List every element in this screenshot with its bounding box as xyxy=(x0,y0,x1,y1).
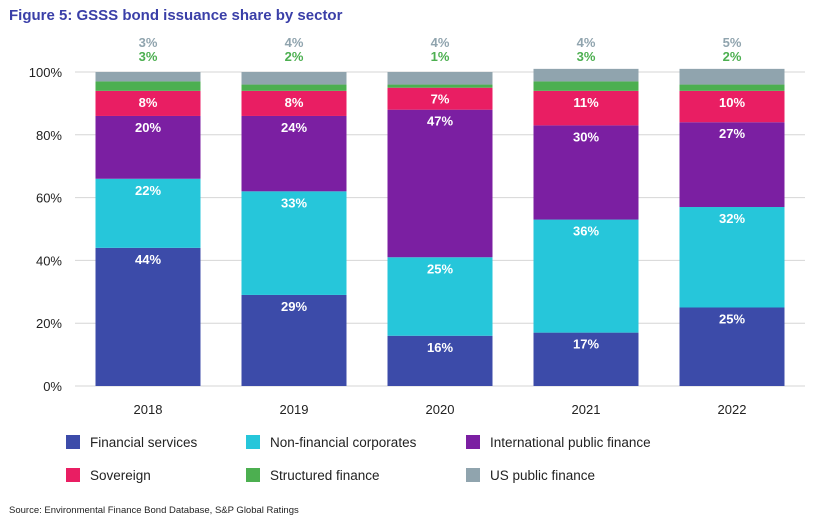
legend-item: US public finance xyxy=(466,466,766,484)
data-label: 24% xyxy=(281,120,307,135)
bar-segment xyxy=(387,87,493,110)
data-label: 20% xyxy=(135,120,161,135)
bar-segment xyxy=(533,90,639,126)
y-tick-label: 60% xyxy=(36,191,62,206)
data-label: 25% xyxy=(427,261,453,276)
data-label: 25% xyxy=(719,312,745,327)
legend-label: International public finance xyxy=(490,434,651,450)
data-label: 8% xyxy=(139,95,158,110)
bar-segment xyxy=(533,332,639,386)
y-tick-label: 80% xyxy=(36,128,62,143)
bar-segment xyxy=(387,335,493,386)
bar-segment xyxy=(241,72,347,85)
data-label: 3% xyxy=(139,49,158,64)
legend-swatch xyxy=(66,468,80,482)
bar-segment xyxy=(95,90,201,116)
bar-segment xyxy=(387,109,493,258)
bar-segment xyxy=(533,219,639,333)
bar-segment xyxy=(241,90,347,116)
legend-label: Sovereign xyxy=(90,467,151,483)
legend-label: US public finance xyxy=(490,467,596,483)
legend-item: Structured finance xyxy=(246,466,466,484)
data-label: 44% xyxy=(135,252,161,267)
bar-segment xyxy=(533,81,639,91)
data-label: 3% xyxy=(139,35,158,50)
data-label: 10% xyxy=(719,95,745,110)
bar-segment xyxy=(387,84,493,88)
legend-swatch xyxy=(466,435,480,449)
legend-item: International public finance xyxy=(466,433,766,451)
x-tick-label: 2019 xyxy=(280,402,309,417)
source-note: Source: Environmental Finance Bond Datab… xyxy=(9,505,299,516)
x-tick-label: 2022 xyxy=(718,402,747,417)
y-tick-label: 100% xyxy=(29,65,63,80)
chart-legend: Financial services Non-financial corporat… xyxy=(66,433,806,484)
stacked-bar-chart: 0%20%40%60%80%100%44%22%20%8%3%3%201829%… xyxy=(29,35,805,417)
bar-segment xyxy=(679,68,785,85)
data-label: 2% xyxy=(723,49,742,64)
data-label: 16% xyxy=(427,340,453,355)
bar-segment xyxy=(387,72,493,85)
data-label: 4% xyxy=(577,35,596,50)
data-label: 1% xyxy=(431,49,450,64)
legend-label: Financial services xyxy=(90,434,198,450)
data-label: 4% xyxy=(431,35,450,50)
bar-segment xyxy=(95,178,201,248)
legend-item: Non-financial corporates xyxy=(246,433,466,451)
data-label: 27% xyxy=(719,126,745,141)
data-label: 8% xyxy=(285,95,304,110)
data-label: 47% xyxy=(427,114,453,129)
data-label: 5% xyxy=(723,35,742,50)
data-label: 2% xyxy=(285,49,304,64)
bar-segment xyxy=(95,81,201,91)
bar-segment xyxy=(679,207,785,308)
y-tick-label: 20% xyxy=(36,316,62,331)
legend-label: Structured finance xyxy=(270,467,380,483)
data-label: 33% xyxy=(281,195,307,210)
data-label: 3% xyxy=(577,49,596,64)
bar-segment xyxy=(241,115,347,192)
x-tick-label: 2021 xyxy=(572,402,601,417)
bar-segment xyxy=(241,294,347,386)
data-label: 7% xyxy=(431,92,450,107)
bar-segment xyxy=(679,90,785,123)
data-label: 30% xyxy=(573,129,599,144)
data-label: 29% xyxy=(281,299,307,314)
bar-segment xyxy=(679,84,785,91)
bar-segment xyxy=(533,68,639,82)
legend-item: Sovereign xyxy=(66,466,246,484)
data-label: 17% xyxy=(573,337,599,352)
data-label: 11% xyxy=(573,95,599,110)
legend-swatch xyxy=(66,435,80,449)
legend-swatch xyxy=(246,435,260,449)
legend-label: Non-financial corporates xyxy=(270,434,417,450)
bar-segment xyxy=(241,191,347,295)
bar-segment xyxy=(679,307,785,386)
bar-segment xyxy=(533,125,639,220)
chart-title: Figure 5: GSSS bond issuance share by se… xyxy=(9,7,343,24)
data-label: 32% xyxy=(719,211,745,226)
bar-segment xyxy=(95,115,201,179)
data-label: 22% xyxy=(135,183,161,198)
y-tick-label: 40% xyxy=(36,253,62,268)
legend-swatch xyxy=(466,468,480,482)
bar-segment xyxy=(241,84,347,91)
y-tick-label: 0% xyxy=(43,379,62,394)
bar-segment xyxy=(95,72,201,82)
bar-segment xyxy=(95,247,201,386)
x-tick-label: 2018 xyxy=(134,402,163,417)
bar-segment xyxy=(679,122,785,208)
bar-segment xyxy=(387,257,493,336)
legend-swatch xyxy=(246,468,260,482)
data-label: 36% xyxy=(573,224,599,239)
x-tick-label: 2020 xyxy=(426,402,455,417)
legend-item: Financial services xyxy=(66,433,246,451)
data-label: 4% xyxy=(285,35,304,50)
